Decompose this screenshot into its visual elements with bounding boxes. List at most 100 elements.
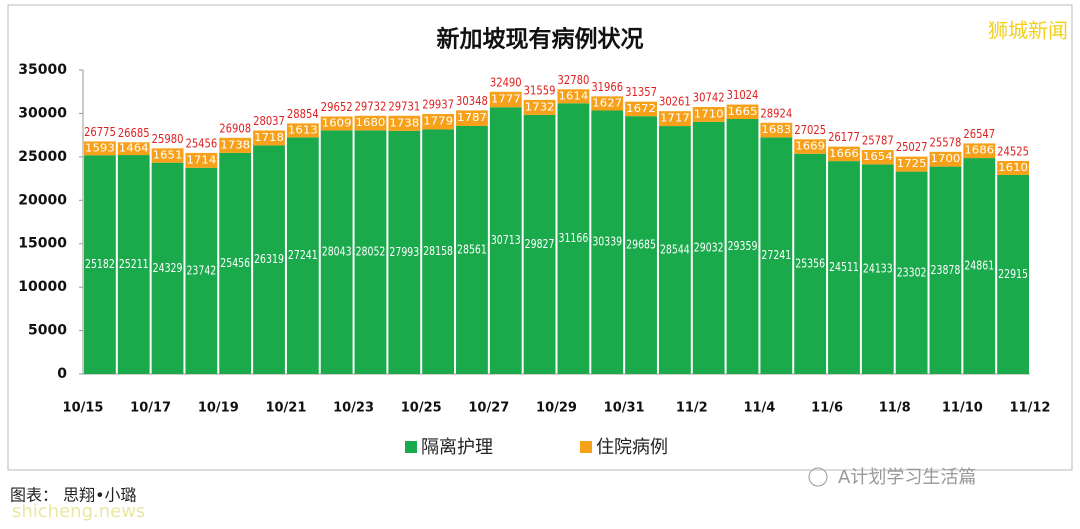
value-label: 1666 bbox=[829, 147, 859, 160]
total-label: 25027 bbox=[896, 140, 928, 154]
bar-segment bbox=[185, 167, 218, 374]
value-label: 1779 bbox=[423, 115, 453, 128]
total-label: 26177 bbox=[828, 130, 860, 144]
value-label: 24511 bbox=[829, 260, 859, 274]
bar-segment bbox=[895, 171, 928, 374]
value-label: 1725 bbox=[897, 157, 927, 170]
y-tick-label: 35000 bbox=[18, 62, 67, 78]
value-label: 1593 bbox=[85, 141, 115, 154]
bar-segment bbox=[625, 116, 657, 374]
bar-segment bbox=[320, 130, 353, 374]
value-label: 1710 bbox=[694, 107, 724, 120]
bar-segment bbox=[997, 160, 1029, 175]
value-label: 29827 bbox=[525, 237, 555, 251]
bar-segment bbox=[354, 130, 387, 374]
value-label: 1613 bbox=[288, 123, 318, 136]
bar-segment bbox=[286, 123, 319, 138]
value-label: 25211 bbox=[119, 257, 149, 271]
value-label: 28052 bbox=[356, 245, 386, 259]
x-tick-label: 11/6 bbox=[811, 401, 843, 416]
value-label: 1686 bbox=[964, 144, 994, 157]
value-label: 1700 bbox=[931, 152, 961, 165]
x-tick-label: 10/29 bbox=[536, 401, 577, 416]
total-label: 25980 bbox=[152, 132, 184, 146]
x-tick-label: 10/31 bbox=[604, 401, 645, 416]
x-tick-label: 10/19 bbox=[198, 401, 239, 416]
value-label: 29685 bbox=[626, 238, 656, 252]
value-label: 1787 bbox=[457, 111, 487, 124]
total-label: 27025 bbox=[794, 123, 826, 137]
bar-segment bbox=[997, 174, 1029, 374]
bar-segment bbox=[861, 164, 894, 374]
bar-segment bbox=[760, 137, 793, 374]
x-tick-label: 11/10 bbox=[942, 401, 983, 416]
x-tick-label: 11/8 bbox=[879, 401, 911, 416]
value-label: 24329 bbox=[153, 261, 183, 275]
value-label: 30713 bbox=[491, 233, 521, 247]
x-tick-label: 10/21 bbox=[265, 401, 306, 416]
value-label: 28158 bbox=[423, 244, 453, 258]
value-label: 24861 bbox=[964, 259, 994, 273]
x-tick-label: 10/25 bbox=[401, 401, 442, 416]
bar-segment bbox=[658, 126, 691, 374]
value-label: 30339 bbox=[592, 235, 622, 249]
bar-segment bbox=[929, 151, 962, 167]
bar-segment bbox=[692, 106, 725, 122]
value-label: 1714 bbox=[186, 153, 216, 166]
footer-site: shicheng.news bbox=[12, 501, 145, 522]
y-tick-label: 25000 bbox=[18, 149, 67, 165]
y-tick-label: 20000 bbox=[18, 192, 67, 208]
footer-account: A计划学习生活篇 bbox=[838, 467, 976, 488]
bar-segment bbox=[456, 125, 488, 375]
total-label: 30742 bbox=[693, 90, 725, 104]
value-label: 23742 bbox=[186, 263, 216, 277]
total-label: 29937 bbox=[422, 97, 454, 111]
value-label: 1464 bbox=[119, 142, 149, 155]
y-tick-label: 30000 bbox=[18, 105, 67, 121]
bar-segment bbox=[895, 156, 928, 172]
legend-label: 隔离护理 bbox=[421, 437, 493, 458]
value-label: 1609 bbox=[322, 116, 352, 129]
value-label: 1627 bbox=[592, 96, 622, 109]
bar-segment bbox=[557, 89, 590, 104]
legend-swatch bbox=[405, 441, 417, 453]
bar-segment bbox=[422, 129, 455, 374]
bar-segment bbox=[929, 166, 962, 374]
bar-segment bbox=[625, 101, 657, 117]
legend-label: 住院病例 bbox=[596, 437, 668, 458]
bar-segment bbox=[422, 113, 455, 130]
bar-segment bbox=[523, 99, 556, 115]
bar-segment bbox=[286, 137, 319, 374]
bar-segment bbox=[963, 143, 996, 159]
bar-segment bbox=[489, 91, 522, 108]
total-label: 26908 bbox=[219, 121, 251, 135]
x-tick-label: 10/23 bbox=[333, 401, 374, 416]
total-label: 29732 bbox=[355, 99, 387, 113]
y-tick-label: 10000 bbox=[18, 279, 67, 295]
total-label: 32490 bbox=[490, 75, 522, 89]
bar-segment bbox=[388, 115, 421, 131]
value-label: 23302 bbox=[897, 265, 927, 279]
x-tick-label: 10/17 bbox=[130, 401, 171, 416]
value-label: 27993 bbox=[389, 245, 419, 259]
x-tick-label: 11/12 bbox=[1010, 401, 1051, 416]
total-label: 30261 bbox=[659, 95, 691, 109]
bar-segment bbox=[354, 115, 387, 131]
bar-segment bbox=[253, 130, 285, 146]
y-tick-label: 15000 bbox=[18, 236, 67, 252]
total-label: 32780 bbox=[558, 73, 590, 87]
bar-segment bbox=[557, 103, 590, 374]
value-label: 1683 bbox=[761, 123, 791, 136]
bar-segment bbox=[828, 161, 860, 374]
bar-segment bbox=[456, 110, 488, 126]
total-label: 24525 bbox=[997, 144, 1029, 158]
value-label: 28544 bbox=[660, 243, 690, 257]
total-label: 26685 bbox=[118, 126, 150, 140]
bar-segment bbox=[963, 158, 996, 374]
x-tick-label: 10/27 bbox=[468, 401, 509, 416]
value-label: 1777 bbox=[491, 93, 521, 106]
value-label: 25356 bbox=[795, 256, 825, 270]
total-label: 28037 bbox=[253, 114, 285, 128]
total-label: 31357 bbox=[625, 85, 657, 99]
